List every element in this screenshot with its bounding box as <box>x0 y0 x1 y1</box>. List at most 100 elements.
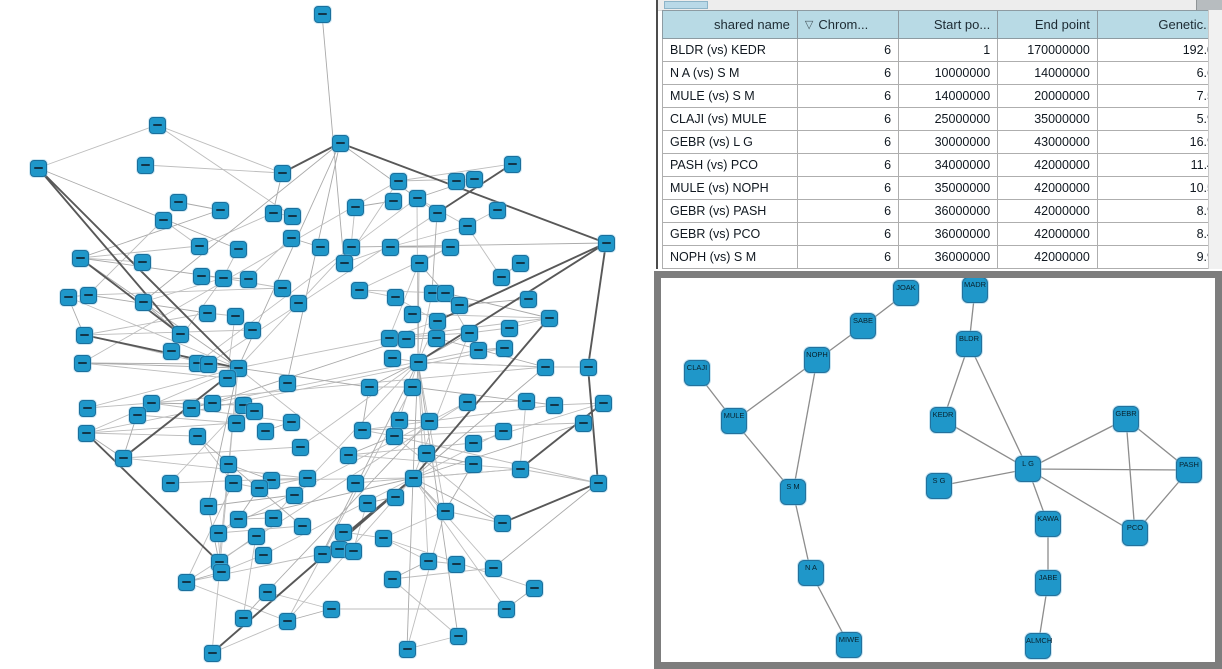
table-cell[interactable]: 1 <box>898 38 999 62</box>
table-row[interactable]: MULE (vs) NOPH 6 35000000 42000000 10.5 <box>662 176 1222 200</box>
table-cell[interactable]: GEBR (vs) PASH <box>662 199 798 223</box>
graph-node[interactable] <box>545 396 563 414</box>
table-cell[interactable]: 6 <box>796 222 900 246</box>
table-cell[interactable]: PASH (vs) PCO <box>662 153 798 177</box>
graph-node[interactable] <box>589 474 607 492</box>
graph-node[interactable] <box>278 374 296 392</box>
graph-node[interactable] <box>384 192 402 210</box>
graph-node[interactable] <box>219 455 237 473</box>
network-node-sabe[interactable]: SABE <box>850 313 876 339</box>
table-cell[interactable]: NOPH (vs) S M <box>662 245 798 269</box>
graph-node[interactable] <box>428 312 446 330</box>
graph-node[interactable] <box>404 469 422 487</box>
graph-node[interactable] <box>298 469 316 487</box>
network-node-madr[interactable]: MADR <box>962 278 988 303</box>
network-node-bldr[interactable]: BLDR <box>956 331 982 357</box>
graph-node[interactable] <box>469 341 487 359</box>
table-cell[interactable]: 192.0 <box>1096 38 1222 62</box>
table-cell[interactable]: 11.4 <box>1096 153 1222 177</box>
graph-node[interactable] <box>495 339 513 357</box>
graph-node[interactable] <box>199 497 217 515</box>
graph-node[interactable] <box>390 411 408 429</box>
table-cell[interactable]: 43000000 <box>997 130 1098 154</box>
graph-node[interactable] <box>177 573 195 591</box>
table-cell[interactable]: 14000000 <box>898 84 999 108</box>
graph-node[interactable] <box>436 502 454 520</box>
graph-node[interactable] <box>386 488 404 506</box>
table-cell[interactable]: 42000000 <box>997 199 1098 223</box>
graph-node[interactable] <box>192 267 210 285</box>
graph-node[interactable] <box>342 238 360 256</box>
graph-node[interactable] <box>500 319 518 337</box>
graph-node[interactable] <box>243 321 261 339</box>
graph-node[interactable] <box>403 378 421 396</box>
table-cell[interactable]: 7.5 <box>1096 84 1222 108</box>
graph-node[interactable] <box>226 307 244 325</box>
table-cell[interactable]: 8.9 <box>1096 199 1222 223</box>
table-row[interactable]: NOPH (vs) S M 6 36000000 42000000 9.9 <box>662 245 1222 269</box>
graph-node[interactable] <box>199 355 217 373</box>
network-node-joak[interactable]: JOAK <box>893 280 919 306</box>
table-cell[interactable]: 170000000 <box>997 38 1098 62</box>
graph-node[interactable] <box>380 329 398 347</box>
graph-node[interactable] <box>322 600 340 618</box>
graph-node[interactable] <box>264 204 282 222</box>
graph-node[interactable] <box>239 270 257 288</box>
network-node-kawa[interactable]: KAWA <box>1035 511 1061 537</box>
table-row[interactable]: CLAJI (vs) MULE 6 25000000 35000000 5.9 <box>662 107 1222 131</box>
graph-node[interactable] <box>428 204 446 222</box>
graph-node[interactable] <box>540 309 558 327</box>
graph-node[interactable] <box>360 378 378 396</box>
graph-node[interactable] <box>450 296 468 314</box>
main-network-canvas[interactable] <box>0 0 655 669</box>
graph-node[interactable] <box>511 254 529 272</box>
graph-node[interactable] <box>339 446 357 464</box>
table-cell[interactable]: 10000000 <box>898 61 999 85</box>
graph-node[interactable] <box>449 627 467 645</box>
graph-node[interactable] <box>331 134 349 152</box>
graph-node[interactable] <box>503 155 521 173</box>
column-header-genetic[interactable]: Genetic... <box>1096 10 1222 39</box>
graph-node[interactable] <box>256 422 274 440</box>
network-node-almch[interactable]: ALMCH <box>1025 633 1052 659</box>
table-cell[interactable]: MULE (vs) NOPH <box>662 176 798 200</box>
table-cell[interactable]: 8.4 <box>1096 222 1222 246</box>
graph-node[interactable] <box>282 413 300 431</box>
graph-node[interactable] <box>353 421 371 439</box>
graph-node[interactable] <box>71 249 89 267</box>
graph-node[interactable] <box>169 193 187 211</box>
graph-node[interactable] <box>264 509 282 527</box>
graph-node[interactable] <box>234 609 252 627</box>
network-node-s-m[interactable]: S M <box>780 479 806 505</box>
table-row[interactable]: GEBR (vs) PASH 6 36000000 42000000 8.9 <box>662 199 1222 223</box>
network-node-gebr[interactable]: GEBR <box>1113 406 1139 432</box>
graph-node[interactable] <box>190 237 208 255</box>
column-header-endpoint[interactable]: End point <box>997 10 1098 39</box>
graph-node[interactable] <box>254 546 272 564</box>
network-node-kedr[interactable]: KEDR <box>930 407 956 433</box>
graph-node[interactable] <box>134 293 152 311</box>
graph-node[interactable] <box>289 294 307 312</box>
graph-node[interactable] <box>59 288 77 306</box>
table-cell[interactable]: 6.6 <box>1096 61 1222 85</box>
graph-node[interactable] <box>227 414 245 432</box>
table-cell[interactable]: 6 <box>796 38 900 62</box>
table-cell[interactable]: 6 <box>796 245 900 269</box>
graph-node[interactable] <box>574 414 592 432</box>
table-cell[interactable]: 34000000 <box>898 153 999 177</box>
graph-node[interactable] <box>203 644 221 662</box>
graph-node[interactable] <box>579 358 597 376</box>
graph-node[interactable] <box>78 399 96 417</box>
graph-node[interactable] <box>162 342 180 360</box>
graph-node[interactable] <box>29 159 47 177</box>
graph-node[interactable] <box>161 474 179 492</box>
graph-node[interactable] <box>250 479 268 497</box>
table-row[interactable]: BLDR (vs) KEDR 6 1 170000000 192.0 <box>662 38 1222 62</box>
graph-node[interactable] <box>398 640 416 658</box>
filter-funnel-icon[interactable]: ▽ <box>804 19 814 31</box>
graph-node[interactable] <box>214 269 232 287</box>
graph-node[interactable] <box>410 254 428 272</box>
graph-node[interactable] <box>519 290 537 308</box>
table-cell[interactable]: CLAJI (vs) MULE <box>662 107 798 131</box>
graph-node[interactable] <box>278 612 296 630</box>
